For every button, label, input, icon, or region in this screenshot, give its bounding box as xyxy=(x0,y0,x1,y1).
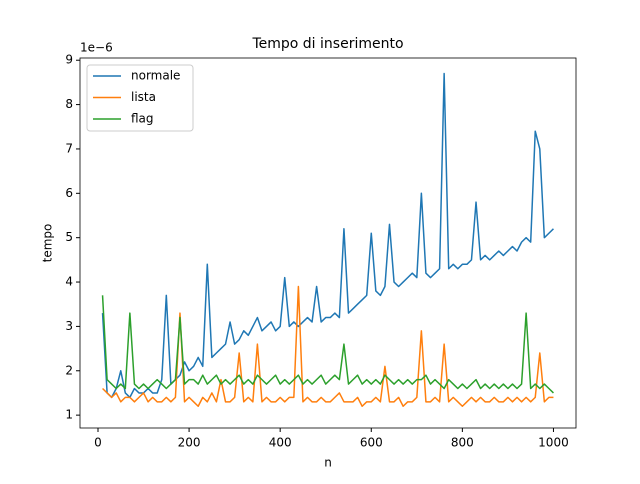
y-tick-label: 1 xyxy=(65,408,73,422)
legend-label: flag xyxy=(131,112,154,126)
y-tick-label: 3 xyxy=(65,319,73,333)
legend-label: normale xyxy=(131,69,180,83)
y-tick-label: 6 xyxy=(65,186,73,200)
x-tick-label: 600 xyxy=(360,436,383,450)
y-tick-label: 9 xyxy=(65,53,73,67)
y-tick-label: 4 xyxy=(65,275,73,289)
y-tick-label: 5 xyxy=(65,230,73,244)
x-tick-label: 200 xyxy=(178,436,201,450)
plot-frame xyxy=(79,57,577,429)
y-tick-label: 8 xyxy=(65,97,73,111)
x-axis-label: n xyxy=(324,456,332,470)
y-tick-label: 7 xyxy=(65,141,73,155)
y-axis-label: tempo xyxy=(41,224,55,263)
legend-label: lista xyxy=(131,90,156,104)
data-line xyxy=(101,295,554,394)
data-line xyxy=(101,72,554,399)
x-tick-label: 0 xyxy=(94,436,102,450)
x-tick-label: 1000 xyxy=(538,436,569,450)
y-offset-label: 1e−6 xyxy=(80,41,113,55)
chart-title: Tempo di inserimento xyxy=(251,36,403,52)
x-tick-label: 800 xyxy=(451,436,474,450)
legend-box xyxy=(86,64,194,132)
y-tick-label: 2 xyxy=(65,363,73,377)
data-line xyxy=(102,285,554,408)
x-tick-label: 400 xyxy=(269,436,292,450)
